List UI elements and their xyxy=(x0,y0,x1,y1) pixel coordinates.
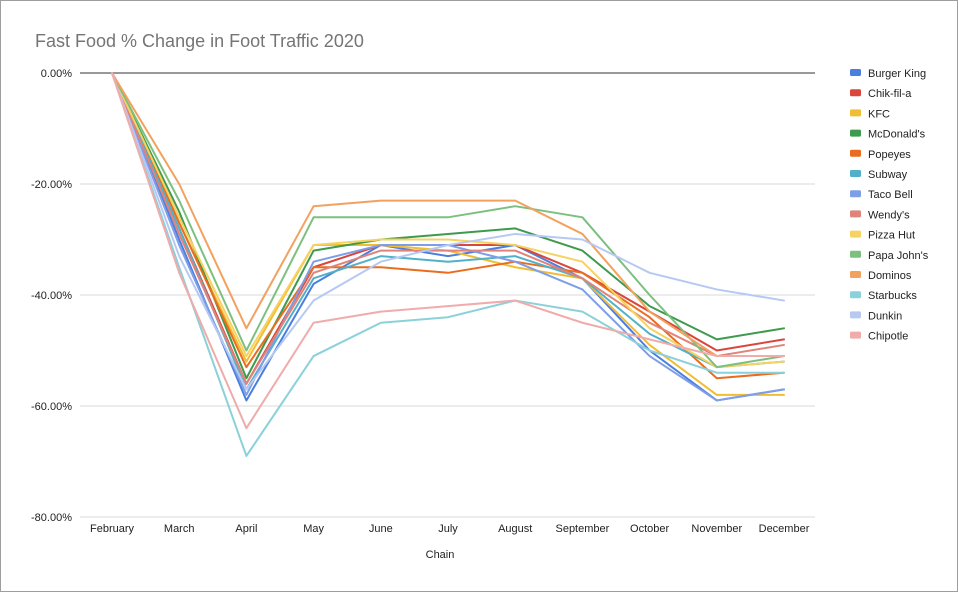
x-axis-ticks: February March April May June July August Septe… xyxy=(90,523,810,535)
legend-label-dominos: Dominos xyxy=(868,270,912,282)
legend-swatch-popeyes xyxy=(850,149,861,157)
x-tick-label: March xyxy=(164,523,195,535)
y-tick-label: -40.00% xyxy=(31,290,72,302)
y-axis-ticks: 0.00% -20.00% -40.00% -60.00% -80.00% xyxy=(31,68,72,524)
x-tick-label: December xyxy=(759,523,810,535)
series-line-wendy-s xyxy=(111,72,785,385)
series-line-subway xyxy=(111,72,785,391)
legend-swatch-subway xyxy=(850,170,861,177)
legend-label-chik-fil-a: Chik-fil-a xyxy=(868,88,912,100)
x-tick-label: September xyxy=(555,523,609,535)
legend: Burger King Chik-fil-a KFC McDonald's Popeye… xyxy=(850,68,929,343)
series-line-mcdonald-s xyxy=(111,72,785,380)
x-tick-label: August xyxy=(498,523,532,535)
legend-swatch-burger-king xyxy=(850,69,861,76)
legend-label-kfc: KFC xyxy=(868,108,890,120)
x-tick-label: April xyxy=(235,523,257,535)
x-tick-label: June xyxy=(369,523,393,535)
x-tick-label: October xyxy=(630,523,669,535)
legend-label-chipotle: Chipotle xyxy=(868,331,908,343)
legend-swatch-starbucks xyxy=(850,291,861,299)
series-line-chipotle xyxy=(111,72,785,430)
y-tick-label: -60.00% xyxy=(31,401,72,413)
legend-swatch-chik-fil-a xyxy=(850,89,861,97)
y-tick-label: 0.00% xyxy=(41,68,72,80)
legend-label-popeyes: Popeyes xyxy=(868,149,911,161)
series-line-papa-john-s xyxy=(111,72,785,369)
chart-title: Fast Food % Change in Foot Traffic 2020 xyxy=(35,31,364,51)
x-tick-label: November xyxy=(691,523,742,535)
legend-label-subway: Subway xyxy=(868,169,908,181)
y-tick-label: -80.00% xyxy=(31,512,72,524)
x-axis-title: Chain xyxy=(426,549,455,561)
legend-label-starbucks: Starbucks xyxy=(868,290,917,302)
legend-label-mcdonald-s: McDonald's xyxy=(868,129,926,141)
legend-swatch-dunkin xyxy=(850,311,861,319)
series-line-dunkin xyxy=(111,72,785,391)
legend-swatch-dominos xyxy=(850,271,861,278)
series-line-pizza-hut xyxy=(111,72,785,369)
x-tick-label: July xyxy=(438,523,458,535)
legend-label-papa-john-s: Papa John's xyxy=(868,250,929,262)
legend-swatch-taco-bell xyxy=(850,190,861,198)
legend-label-dunkin: Dunkin xyxy=(868,310,902,322)
gridlines xyxy=(80,72,815,518)
legend-swatch-pizza-hut xyxy=(850,230,861,238)
series-line-starbucks xyxy=(111,72,785,457)
series-line-popeyes xyxy=(111,72,785,380)
x-tick-label: February xyxy=(90,523,135,535)
legend-swatch-wendy-s xyxy=(850,210,861,218)
legend-label-pizza-hut: Pizza Hut xyxy=(868,230,915,242)
legend-swatch-chipotle xyxy=(850,331,861,339)
legend-label-taco-bell: Taco Bell xyxy=(868,189,913,201)
series-line-dominos xyxy=(111,72,785,358)
series-lines xyxy=(111,72,785,457)
y-tick-label: -20.00% xyxy=(31,179,72,191)
x-tick-label: May xyxy=(303,523,324,535)
legend-swatch-kfc xyxy=(850,109,861,117)
series-line-chik-fil-a xyxy=(111,72,785,385)
legend-label-wendy-s: Wendy's xyxy=(868,209,910,221)
legend-swatch-papa-john-s xyxy=(850,250,861,258)
legend-label-burger-king: Burger King xyxy=(868,68,926,80)
legend-swatch-mcdonald-s xyxy=(850,129,861,137)
